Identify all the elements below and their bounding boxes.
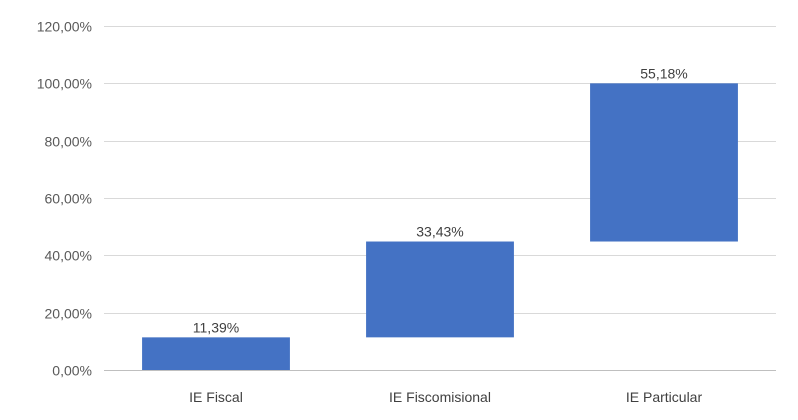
x-category-label: IE Fiscal (189, 389, 243, 405)
bar-ie-particular (590, 83, 738, 242)
x-axis-categories: IE Fiscal IE Fiscomisional IE Particular (189, 389, 702, 405)
y-tick-label: 0,00% (52, 363, 92, 379)
x-category-label: IE Fiscomisional (389, 389, 491, 405)
data-label: 33,43% (416, 224, 463, 240)
y-tick-label: 60,00% (45, 191, 92, 207)
y-tick-label: 80,00% (45, 134, 92, 150)
data-label: 11,39% (193, 319, 239, 335)
bars (142, 83, 738, 370)
data-labels: 11,39% 33,43% 55,18% (193, 65, 688, 335)
bar-ie-fiscal (142, 337, 290, 370)
y-tick-label: 100,00% (37, 76, 92, 92)
y-tick-label: 120,00% (37, 19, 92, 35)
data-label: 55,18% (640, 65, 687, 81)
x-category-label: IE Particular (626, 389, 703, 405)
y-axis-ticks: 0,00% 20,00% 40,00% 60,00% 80,00% 100,00% 120,… (37, 19, 92, 379)
y-tick-label: 20,00% (45, 306, 92, 322)
y-tick-label: 40,00% (45, 248, 92, 264)
bar-ie-fiscomisional (366, 241, 514, 338)
